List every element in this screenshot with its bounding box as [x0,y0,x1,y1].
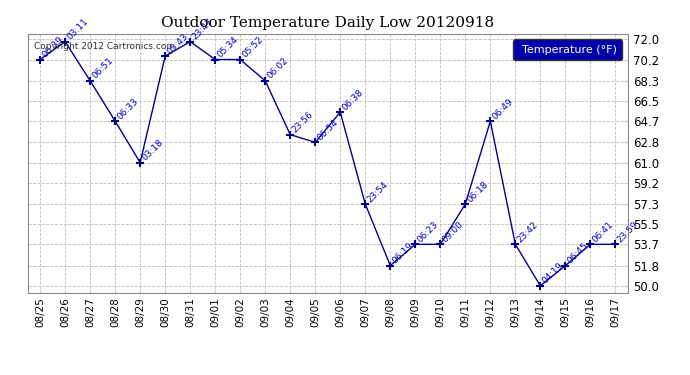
Text: 03:18: 03:18 [140,138,165,163]
Text: 06:54: 06:54 [315,118,339,142]
Text: 05:34: 05:34 [215,35,239,60]
Text: 06:45: 06:45 [565,241,590,266]
Text: 06:39: 06:39 [40,35,65,60]
Title: Outdoor Temperature Daily Low 20120918: Outdoor Temperature Daily Low 20120918 [161,16,494,30]
Text: 23:56: 23:56 [290,110,315,135]
Text: 06:33: 06:33 [115,96,140,121]
Legend: Temperature (°F): Temperature (°F) [513,39,622,60]
Text: 06:41: 06:41 [591,220,615,245]
Text: 09:00: 09:00 [440,220,465,245]
Text: 04:19: 04:19 [540,261,565,286]
Text: 06:19: 06:19 [391,241,415,266]
Text: 05:52: 05:52 [240,35,265,60]
Text: 03:11: 03:11 [65,17,90,42]
Text: 05:43: 05:43 [165,32,190,56]
Text: Copyright 2012 Cartronics.com: Copyright 2012 Cartronics.com [34,42,175,51]
Text: 23:59: 23:59 [615,220,640,245]
Text: 23:54: 23:54 [365,180,390,204]
Text: 06:18: 06:18 [465,179,490,204]
Text: 06:23: 06:23 [415,220,440,245]
Text: 06:38: 06:38 [340,87,365,112]
Text: 23:47: 23:47 [190,17,215,42]
Text: 23:42: 23:42 [515,220,540,245]
Text: 06:49: 06:49 [491,96,515,121]
Text: 06:51: 06:51 [90,56,115,81]
Text: 06:02: 06:02 [265,56,290,81]
